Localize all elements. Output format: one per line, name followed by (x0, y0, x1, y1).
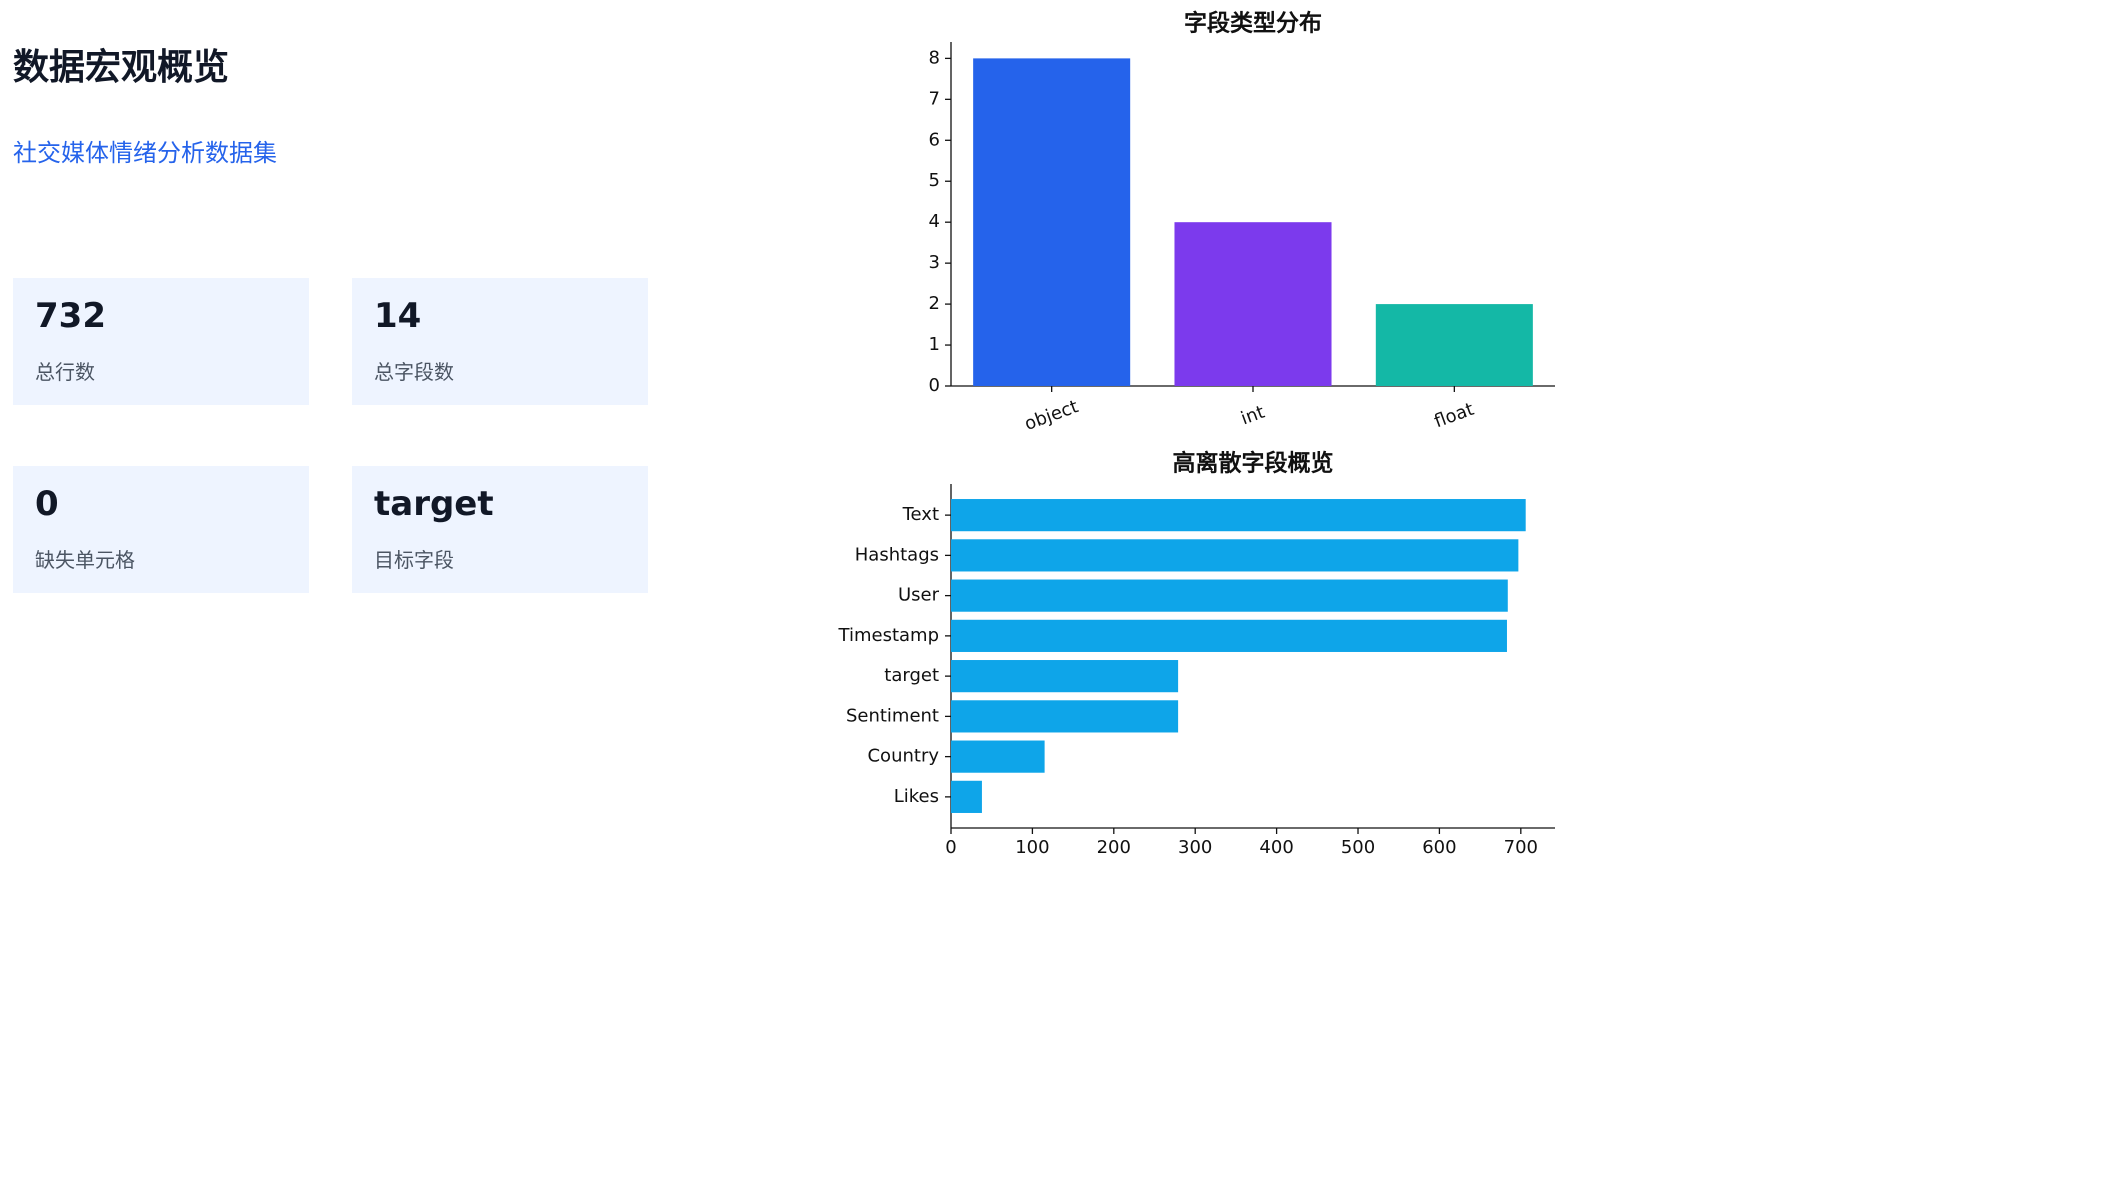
page-title: 数据宏观概览 (13, 47, 230, 88)
bar (951, 740, 1045, 773)
y-tick-label: Timestamp (838, 625, 939, 646)
y-tick-label: 5 (929, 170, 940, 191)
y-tick-label: 4 (929, 211, 940, 232)
stat-value: 0 (35, 484, 59, 524)
bar (973, 58, 1131, 386)
bar (1375, 304, 1533, 386)
x-tick-label: object (1022, 396, 1081, 435)
stat-label: 目标字段 (374, 548, 454, 572)
x-tick-label: 700 (1504, 837, 1538, 858)
x-tick-label: 100 (1015, 837, 1049, 858)
stat-value: 732 (35, 296, 106, 336)
page-subtitle: 社交媒体情绪分析数据集 (13, 139, 277, 167)
y-tick-label: 6 (929, 129, 940, 150)
x-tick-label: int (1238, 402, 1267, 430)
bar (951, 579, 1508, 612)
bar (1174, 222, 1332, 386)
stat-card: target 目标字段 (352, 466, 648, 593)
y-tick-label: Country (867, 746, 939, 767)
x-tick-label: 500 (1341, 837, 1375, 858)
bar (951, 539, 1519, 572)
stat-value: target (374, 484, 494, 524)
y-tick-label: 0 (929, 375, 940, 396)
y-tick-label: Hashtags (855, 544, 939, 565)
y-tick-label: Likes (894, 786, 939, 807)
y-tick-label: Sentiment (846, 705, 939, 726)
x-tick-label: 0 (945, 837, 956, 858)
x-tick-label: 600 (1422, 837, 1456, 858)
y-tick-label: 7 (929, 88, 940, 109)
y-tick-label: 8 (929, 47, 940, 68)
stat-card: 14 总字段数 (352, 278, 648, 405)
y-tick-label: 3 (929, 252, 940, 273)
chart-title: 高离散字段概览 (1173, 450, 1334, 477)
y-tick-label: Text (902, 504, 939, 525)
bar (951, 700, 1179, 733)
stat-label: 缺失单元格 (35, 548, 135, 572)
x-tick-label: 400 (1259, 837, 1293, 858)
stat-label: 总字段数 (374, 360, 454, 384)
x-tick-label: float (1432, 399, 1477, 433)
stat-value: 14 (374, 296, 422, 336)
bar (951, 499, 1526, 532)
y-tick-label: 1 (929, 334, 940, 355)
x-tick-label: 200 (1097, 837, 1131, 858)
bar (951, 660, 1179, 693)
stat-card: 0 缺失单元格 (13, 466, 309, 593)
chart-title: 字段类型分布 (1184, 10, 1322, 37)
y-tick-label: target (884, 665, 939, 686)
bar (951, 780, 982, 813)
x-tick-label: 300 (1178, 837, 1212, 858)
stat-label: 总行数 (35, 360, 95, 384)
y-tick-label: User (898, 585, 940, 606)
bar (951, 619, 1507, 652)
stat-card: 732 总行数 (13, 278, 309, 405)
y-tick-label: 2 (929, 293, 940, 314)
